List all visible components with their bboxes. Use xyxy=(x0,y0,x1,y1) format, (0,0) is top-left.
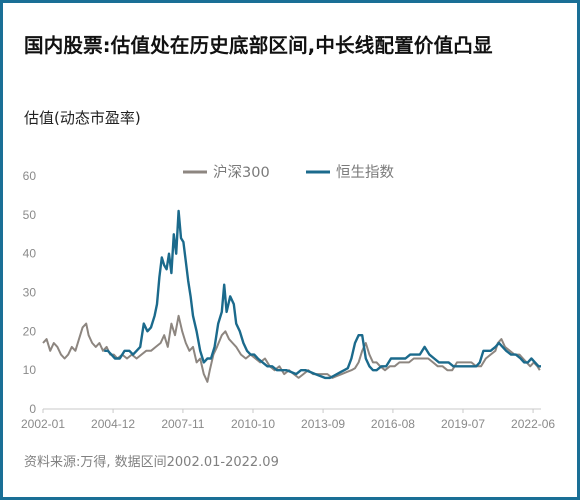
legend-label: 沪深300 xyxy=(213,164,270,181)
hsi-line xyxy=(104,209,541,380)
y-tick-label: 40 xyxy=(23,247,37,261)
y-tick-label: 10 xyxy=(23,363,37,377)
x-tick-label: 2010-10 xyxy=(231,417,275,431)
hs300-line xyxy=(42,314,541,383)
y-tick-label: 0 xyxy=(29,402,36,416)
x-tick-label: 2019-07 xyxy=(441,417,485,431)
source-note: 资料来源:万得, 数据区间2002.01-2022.09 xyxy=(24,455,279,470)
x-tick-label: 2013-09 xyxy=(301,417,345,431)
x-tick-label: 2022-06 xyxy=(511,417,555,431)
y-tick-label: 30 xyxy=(23,286,37,300)
x-tick-label: 2004-12 xyxy=(91,417,135,431)
x-tick-label: 2016-08 xyxy=(371,417,415,431)
chart-axes: 0 10 20 30 40 50 60 2002-01 2004-12 2007-11 2010-1… xyxy=(21,169,555,431)
x-tick-label: 2002-01 xyxy=(21,417,65,431)
chart-subtitle: 估值(动态市盈率) xyxy=(24,109,141,127)
chart-lines xyxy=(42,209,541,383)
chart-legend: 沪深300 恒生指数 xyxy=(183,164,394,181)
y-tick-label: 20 xyxy=(23,324,37,338)
page-title: 国内股票:估值处在历史底部区间,中长线配置价值凸显 xyxy=(24,34,493,57)
y-tick-label: 60 xyxy=(23,169,37,183)
y-tick-label: 50 xyxy=(23,208,37,222)
legend-label: 恒生指数 xyxy=(336,164,394,181)
x-tick-label: 2007-11 xyxy=(161,417,204,431)
